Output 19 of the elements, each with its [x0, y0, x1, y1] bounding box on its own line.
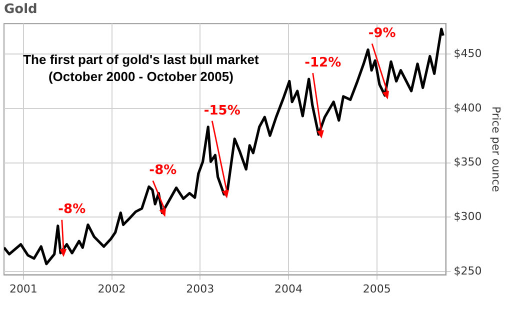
y-tick-label: $400	[454, 101, 482, 114]
x-tick-label: 2002	[98, 282, 126, 296]
annotation: -8%	[58, 202, 86, 218]
y-axis-title: Price per ounce	[490, 106, 503, 192]
x-tick-label: 2004	[274, 282, 303, 296]
annotation: -12%	[304, 55, 342, 70]
x-tick-label: 2001	[9, 282, 38, 296]
annotation: -15%	[204, 103, 240, 118]
y-tick-label: $350	[454, 156, 482, 169]
annotation: -9%	[368, 26, 396, 42]
chart-title: Gold	[4, 2, 38, 18]
annotation: -8%	[149, 163, 177, 178]
y-tick-label: $250	[454, 264, 482, 278]
x-tick-label: 2005	[362, 282, 391, 296]
y-tick-label: $450	[454, 46, 482, 60]
annotation: The first part of gold's last bull market	[23, 52, 260, 68]
annotation: (October 2000 - October 2005)	[48, 69, 234, 84]
x-tick-label: 2003	[186, 282, 214, 296]
y-tick-label: $300	[454, 210, 482, 224]
